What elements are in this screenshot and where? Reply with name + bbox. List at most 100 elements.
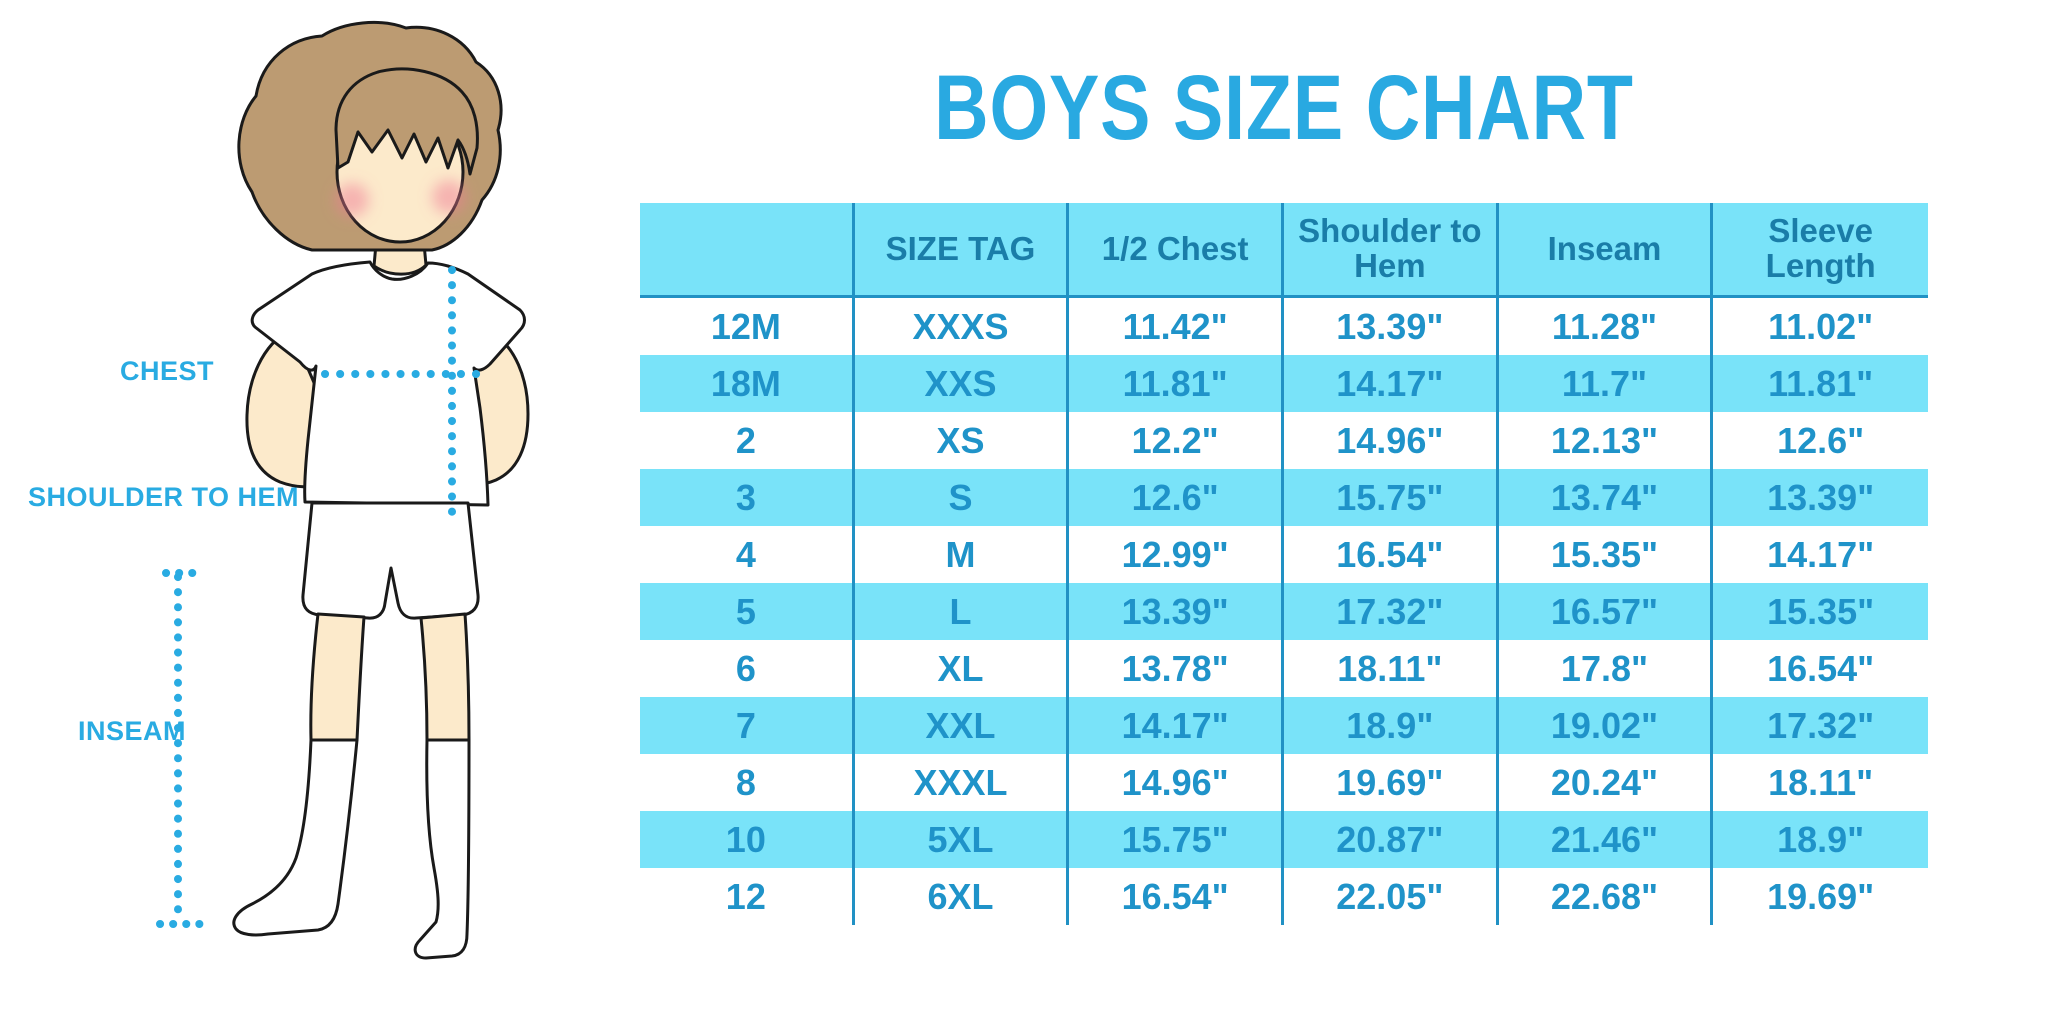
cell-sleeve: 17.32" [1767,704,1875,746]
cell-chest: 11.42" [1069,298,1284,355]
boy-illustration: CHEST SHOULDER TO HEM INSEAM [0,0,640,1024]
table-row: 7 XXL 14.17" 18.9" 19.02" 17.32" [640,697,1928,754]
cell-chest: 15.75" [1069,811,1284,868]
cell-sth: 18.9" [1284,697,1499,754]
cell-chest: 12.99" [1069,526,1284,583]
left-blush [335,183,369,217]
cell-size: 10 [640,811,855,868]
chest-label: CHEST [119,356,214,386]
cell-sth: 22.05" [1284,868,1499,925]
table-row: 6 XL 13.78" 18.11" 17.8" 16.54" [640,640,1928,697]
table-row: 12 6XL 16.54" 22.05" 22.68" 19.69" [640,868,1928,925]
cell-chest: 13.78" [1069,640,1284,697]
header-cell-size-tag: SIZE TAG [855,203,1070,295]
cell-tag: XXS [855,355,1070,412]
cell-sth: 15.75" [1284,469,1499,526]
cell-inseam: 12.13" [1499,412,1714,469]
cell-inseam: 13.74" [1499,469,1714,526]
cell-inseam: 22.68" [1499,868,1714,925]
cell-size: 3 [640,469,855,526]
left-sock-shape [232,738,359,937]
header-cell-shoulder-to-hem: Shoulder to Hem [1284,203,1499,295]
cell-chest: 12.6" [1069,469,1284,526]
cell-inseam: 15.35" [1499,526,1714,583]
cell-size: 5 [640,583,855,640]
cell-tag: L [855,583,1070,640]
left-leg-shape [309,612,366,742]
table-row: 18M XXS 11.81" 14.17" 11.7" 11.81" [640,355,1928,412]
cell-inseam: 16.57" [1499,583,1714,640]
cell-sleeve: 18.11" [1768,761,1874,803]
table-row: 8 XXXL 14.96" 19.69" 20.24" 18.11" [640,754,1928,811]
cell-tag: M [855,526,1070,583]
cell-inseam: 17.8" [1499,640,1714,697]
table-row: 10 5XL 15.75" 20.87" 21.46" 18.9" [640,811,1928,868]
cell-sth: 16.54" [1284,526,1499,583]
right-blush [432,180,466,214]
cell-sth: 20.87" [1284,811,1499,868]
cell-inseam: 11.28" [1499,298,1714,355]
cell-size: 8 [640,754,855,811]
shoulder-to-hem-label: SHOULDER TO HEM [28,482,300,512]
cell-size: 2 [640,412,855,469]
right-leg-shape [419,612,471,742]
right-sock-shape [413,738,471,960]
bangs-shape [334,67,479,176]
cell-tag: XS [855,412,1070,469]
size-table: SIZE TAG 1/2 Chest Shoulder to Hem Insea… [640,203,1928,925]
cell-sleeve: 14.17" [1767,533,1875,575]
cell-chest: 13.39" [1069,583,1284,640]
cell-size: 7 [640,697,855,754]
header-cell-sleeve-length: Sleeve Length [1765,212,1876,284]
table-row: 5 L 13.39" 17.32" 16.57" 15.35" [640,583,1928,640]
cell-sth: 14.17" [1284,355,1499,412]
cell-sleeve: 13.39" [1767,476,1875,518]
cell-size: 12M [640,298,855,355]
cell-sleeve: 11.02" [1768,305,1874,347]
cell-tag: XXXS [855,298,1070,355]
cell-size: 4 [640,526,855,583]
cell-sth: 19.69" [1284,754,1499,811]
cell-sleeve: 18.9" [1777,818,1865,860]
table-row: 4 M 12.99" 16.54" 15.35" 14.17" [640,526,1928,583]
cell-sth: 18.11" [1284,640,1499,697]
cell-tag: S [855,469,1070,526]
header-cell-size [640,203,855,295]
cell-sleeve: 16.54" [1767,647,1875,689]
header-cell-half-chest: 1/2 Chest [1069,203,1284,295]
shorts-shape [301,501,480,620]
cell-tag: 5XL [855,811,1070,868]
tshirt-shape [250,260,526,507]
table-row: 12M XXXS 11.42" 13.39" 11.28" 11.02" [640,298,1928,355]
cell-inseam: 19.02" [1499,697,1714,754]
cell-sleeve: 19.69" [1767,875,1875,917]
cell-tag: XXXL [855,754,1070,811]
table-row: 2 XS 12.2" 14.96" 12.13" 12.6" [640,412,1928,469]
cell-size: 12 [640,868,855,925]
inseam-label: INSEAM [77,716,186,746]
cell-chest: 12.2" [1069,412,1284,469]
cell-inseam: 21.46" [1499,811,1714,868]
cell-tag: XXL [855,697,1070,754]
cell-tag: 6XL [855,868,1070,925]
boy-figure-drawing [156,20,530,960]
cell-sleeve: 11.81" [1768,362,1874,404]
cell-sth: 14.96" [1284,412,1499,469]
cell-inseam: 11.7" [1499,355,1714,412]
cell-size: 6 [640,640,855,697]
cell-size: 18M [640,355,855,412]
cell-chest: 16.54" [1069,868,1284,925]
cell-sth: 17.32" [1284,583,1499,640]
cell-chest: 11.81" [1069,355,1284,412]
cell-chest: 14.96" [1069,754,1284,811]
page-title: BOYS SIZE CHART [934,56,1634,159]
table-header-row: SIZE TAG 1/2 Chest Shoulder to Hem Insea… [640,203,1928,298]
table-row: 3 S 12.6" 15.75" 13.74" 13.39" [640,469,1928,526]
cell-sleeve: 12.6" [1777,419,1865,461]
cell-chest: 14.17" [1069,697,1284,754]
cell-inseam: 20.24" [1499,754,1714,811]
cell-tag: XL [855,640,1070,697]
cell-sth: 13.39" [1284,298,1499,355]
header-cell-inseam: Inseam [1499,203,1714,295]
